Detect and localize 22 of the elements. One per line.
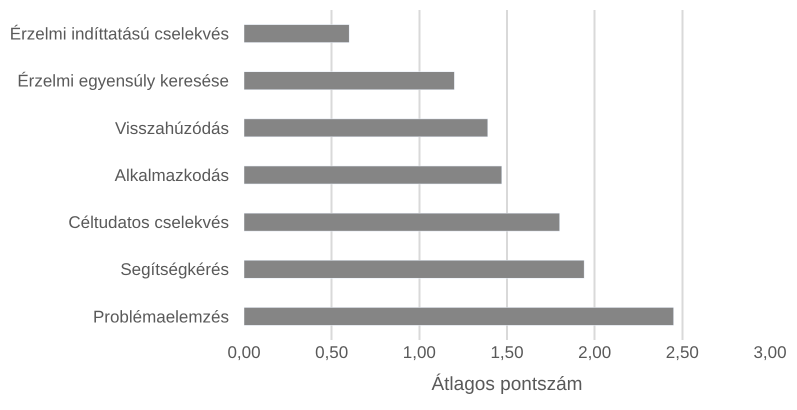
x-axis-title: Átlagos pontszám: [431, 372, 583, 395]
x-tick-label: 2,50: [666, 343, 699, 362]
x-tick-label: 1,00: [402, 343, 436, 362]
y-tick-label: Érzelmi indíttatású cselekvés: [10, 24, 229, 44]
x-tick-label: 0,00: [227, 343, 261, 362]
bar: [244, 212, 560, 232]
bar: [244, 118, 488, 138]
bar: [244, 166, 502, 184]
bar: [244, 24, 350, 43]
bar: [244, 260, 584, 278]
bar: [244, 307, 674, 326]
y-tick-label: Visszahúzódás: [114, 118, 229, 138]
x-tick-label: 2,00: [578, 343, 612, 362]
x-tick-label: 0,50: [315, 343, 348, 362]
y-tick-label: Érzelmi egyensúly keresése: [17, 72, 229, 91]
x-tick-label: 1,50: [490, 343, 524, 362]
x-tick-label: 3,00: [753, 343, 787, 362]
y-tick-label: Céltudatos cselekvés: [68, 213, 229, 232]
y-tick-label: Problémaelemzés: [92, 307, 229, 326]
bar: [244, 72, 455, 90]
y-tick-label: Alkalmazkodás: [114, 166, 229, 185]
y-tick-label: Segítségkérés: [120, 260, 229, 280]
